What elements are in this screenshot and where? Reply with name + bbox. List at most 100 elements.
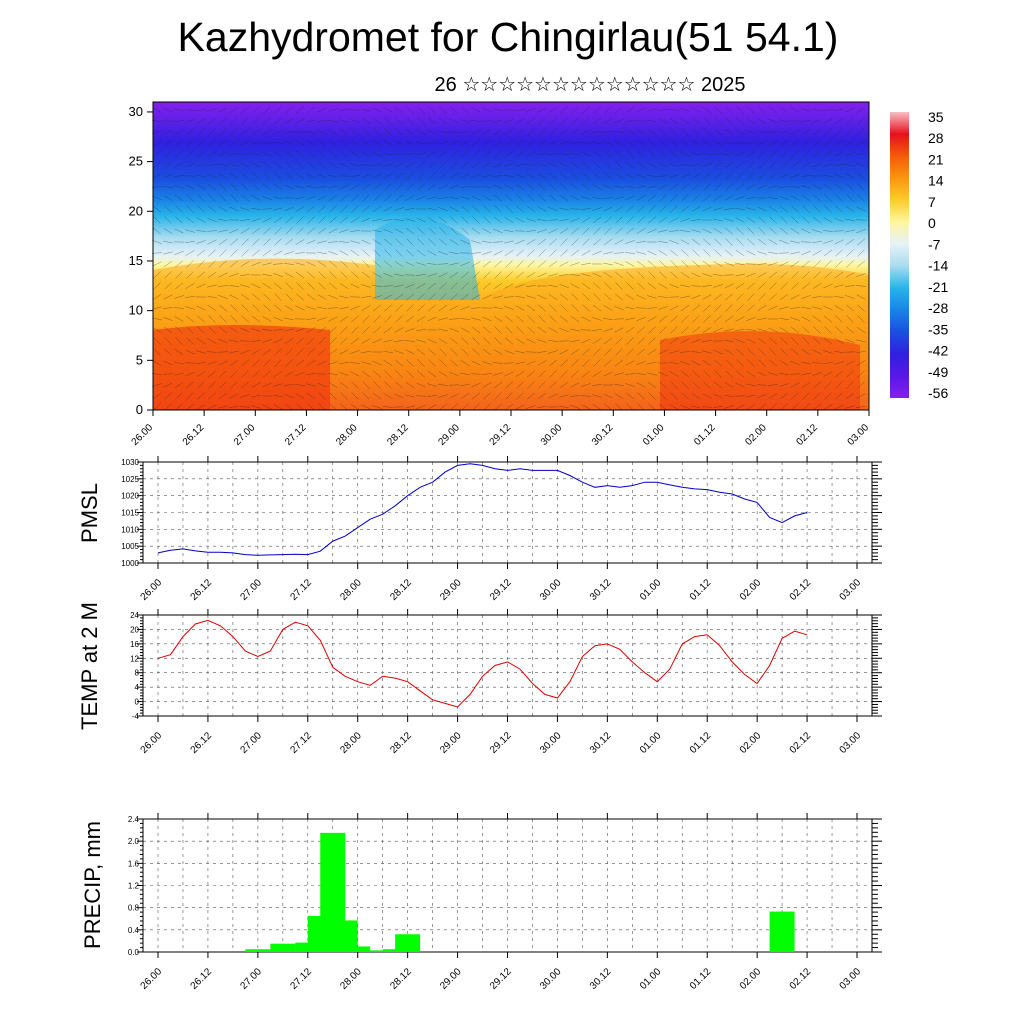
cross-section-x-tick-label: 27.00 — [232, 422, 258, 448]
y-tick-label: 1005 — [121, 542, 139, 551]
x-tick-label: 02.12 — [788, 730, 814, 756]
colorbar-label: -35 — [928, 321, 948, 337]
grid — [143, 614, 872, 717]
x-tick-label: 02.12 — [788, 577, 814, 603]
x-tick-label: 02.12 — [788, 966, 814, 992]
cross-section-x-tick-label: 26.00 — [130, 422, 156, 448]
y-tick-label: 4 — [135, 683, 140, 692]
x-tick-label: 26.00 — [139, 577, 165, 603]
cross-section-x-tick-label: 28.00 — [334, 422, 360, 448]
cross-section-y-tick-label: 20 — [129, 203, 143, 218]
x-tick-label: 28.00 — [338, 730, 364, 756]
x-tick-label: 28.00 — [338, 577, 364, 603]
colorbar-label: -7 — [928, 236, 941, 252]
pmsl-axis-title: PMSL — [77, 483, 102, 543]
x-tick-label: 30.12 — [588, 577, 614, 603]
x-tick-label: 30.12 — [588, 730, 614, 756]
x-tick-label: 30.00 — [538, 966, 564, 992]
x-tick-label: 26.00 — [139, 966, 165, 992]
cross-section-x-tick-label: 26.12 — [181, 422, 207, 448]
y-tick-label: 0 — [135, 698, 140, 707]
y-tick-label: 1025 — [121, 475, 139, 484]
chart-title: Kazhydromet for Chingirlau(51 54.1) — [177, 14, 839, 60]
x-tick-label: 02.00 — [738, 730, 764, 756]
y-tick-label: 24 — [130, 611, 139, 620]
x-tick-label: 03.00 — [838, 966, 864, 992]
x-tick-label: 26.12 — [189, 966, 215, 992]
cross-section-x-tick-label: 03.00 — [846, 422, 872, 448]
precip-bar — [245, 949, 271, 952]
precip-bar — [769, 911, 795, 952]
y-tick-label: 1030 — [121, 458, 139, 467]
cross-section-y-tick-label: 10 — [129, 303, 143, 318]
x-tick-label: 27.12 — [288, 966, 314, 992]
x-tick-label: 01.00 — [638, 966, 664, 992]
x-tick-label: 26.12 — [189, 577, 215, 603]
x-tick-label: 29.00 — [438, 577, 464, 603]
cross-section-y-tick-label: 30 — [129, 104, 143, 119]
precip-bar — [270, 943, 296, 952]
grid — [143, 818, 872, 953]
y-tick-label: 1.2 — [128, 882, 140, 891]
x-tick-label: 28.00 — [338, 966, 364, 992]
x-tick-label: 26.12 — [189, 730, 215, 756]
y-tick-label: 2.4 — [128, 815, 140, 824]
x-tick-label: 29.12 — [488, 577, 514, 603]
colorbar-label: -49 — [928, 364, 948, 380]
y-tick-label: -4 — [132, 712, 140, 721]
colorbar-label: 35 — [928, 109, 944, 125]
cross-section-y-tick-label: 15 — [129, 253, 143, 268]
wind-barbs — [151, 106, 867, 411]
y-tick-label: 8 — [135, 669, 140, 678]
y-tick-label: 0.8 — [128, 904, 140, 913]
colorbar-label: -21 — [928, 279, 948, 295]
temp-2m-series — [157, 619, 808, 708]
x-tick-label: 27.12 — [288, 730, 314, 756]
x-tick-label: 27.00 — [239, 730, 265, 756]
x-tick-label: 29.12 — [488, 966, 514, 992]
surface-warm-right — [660, 331, 860, 410]
x-tick-label: 29.00 — [438, 966, 464, 992]
cross-section-x-tick-label: 30.12 — [590, 422, 616, 448]
cross-section-x-tick-label: 01.12 — [692, 422, 718, 448]
colorbar-label: 0 — [928, 215, 936, 231]
x-tick-label: 26.00 — [139, 730, 165, 756]
y-tick-label: 12 — [130, 654, 139, 663]
colorbar-label: -14 — [928, 258, 948, 274]
y-tick-label: 1010 — [121, 525, 139, 534]
x-tick-label: 27.00 — [239, 966, 265, 992]
cross-section-x-tick-label: 29.12 — [488, 422, 514, 448]
colorbar-label: -28 — [928, 300, 948, 316]
x-tick-label: 30.12 — [588, 966, 614, 992]
x-tick-label: 28.12 — [388, 730, 414, 756]
y-tick-label: 1.6 — [128, 859, 140, 868]
x-tick-label: 01.00 — [638, 730, 664, 756]
y-tick-label: 1000 — [121, 559, 139, 568]
colorbar-label: 28 — [928, 130, 944, 146]
y-tick-label: 2.0 — [128, 837, 140, 846]
precipitation-series — [245, 832, 795, 952]
cross-section-x-tick-label: 29.00 — [437, 422, 463, 448]
colorbar-label: 21 — [928, 151, 944, 167]
x-tick-label: 30.00 — [538, 730, 564, 756]
cross-section-x-tick-label: 02.12 — [795, 422, 821, 448]
colorbar-label: 7 — [928, 194, 936, 210]
surface-warm-left — [153, 325, 330, 410]
x-tick-label: 29.12 — [488, 730, 514, 756]
x-tick-label: 29.00 — [438, 730, 464, 756]
colorbar — [890, 112, 909, 398]
grid — [143, 461, 872, 564]
precip-axis-title: PRECIP, mm — [80, 821, 105, 949]
cross-section-y-tick-label: 25 — [129, 154, 143, 169]
cold-intrusion — [375, 217, 480, 300]
y-tick-label: 20 — [130, 625, 139, 634]
colorbar-label: -56 — [928, 385, 948, 401]
x-tick-label: 02.00 — [738, 577, 764, 603]
cross-section-x-tick-label: 28.12 — [385, 422, 411, 448]
y-tick-label: 1020 — [121, 492, 139, 501]
x-tick-label: 03.00 — [838, 730, 864, 756]
colorbar-label: 14 — [928, 173, 944, 189]
temp-axis-title: TEMP at 2 M — [77, 602, 102, 730]
cross-section-y-tick-label: 0 — [136, 402, 143, 417]
y-tick-label: 1015 — [121, 509, 139, 518]
